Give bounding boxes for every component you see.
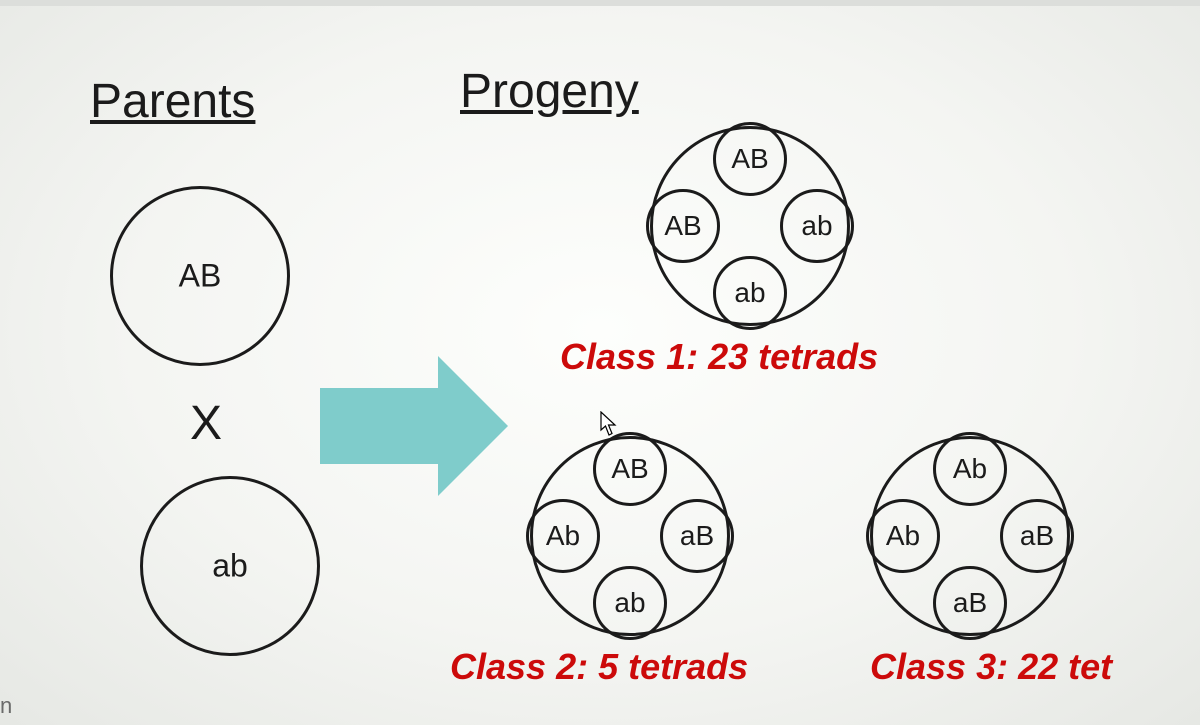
tetrad-class1-spore-left-label: AB	[664, 210, 701, 242]
tetrad-class3-spore-bottom-label: aB	[953, 587, 987, 619]
edge-text-n: n	[0, 693, 12, 719]
class1-label: Class 1: 23 tetrads	[560, 336, 878, 378]
parent-label-lower: ab	[212, 548, 248, 585]
parent-label-ab: AB	[179, 258, 222, 295]
tetrad-class2-spore-bottom-label: ab	[614, 587, 645, 619]
class3-label: Class 3: 22 tet	[870, 646, 1112, 688]
tetrad-class1-spore-top-label: AB	[731, 143, 768, 175]
cursor-icon	[600, 411, 618, 437]
tetrad-class3-spore-right-label: aB	[1020, 520, 1054, 552]
heading-progeny: Progeny	[460, 64, 639, 119]
tetrad-class1-spore-right-label: ab	[801, 210, 832, 242]
arrow-head-icon	[438, 356, 508, 496]
tetrad-class3-spore-top-label: Ab	[953, 453, 987, 485]
heading-parents: Parents	[90, 74, 255, 129]
slide: Parents Progeny AB X ab AB AB ab ab Clas…	[0, 0, 1200, 725]
tetrad-class2-spore-left-label: Ab	[546, 520, 580, 552]
tetrad-class2-spore-top-label: AB	[611, 453, 648, 485]
cross-symbol: X	[190, 396, 222, 451]
tetrad-class1-spore-bottom-label: ab	[734, 277, 765, 309]
arrow-body	[320, 388, 440, 464]
class2-label: Class 2: 5 tetrads	[450, 646, 748, 688]
tetrad-class2-spore-right-label: aB	[680, 520, 714, 552]
tetrad-class3-spore-left-label: Ab	[886, 520, 920, 552]
